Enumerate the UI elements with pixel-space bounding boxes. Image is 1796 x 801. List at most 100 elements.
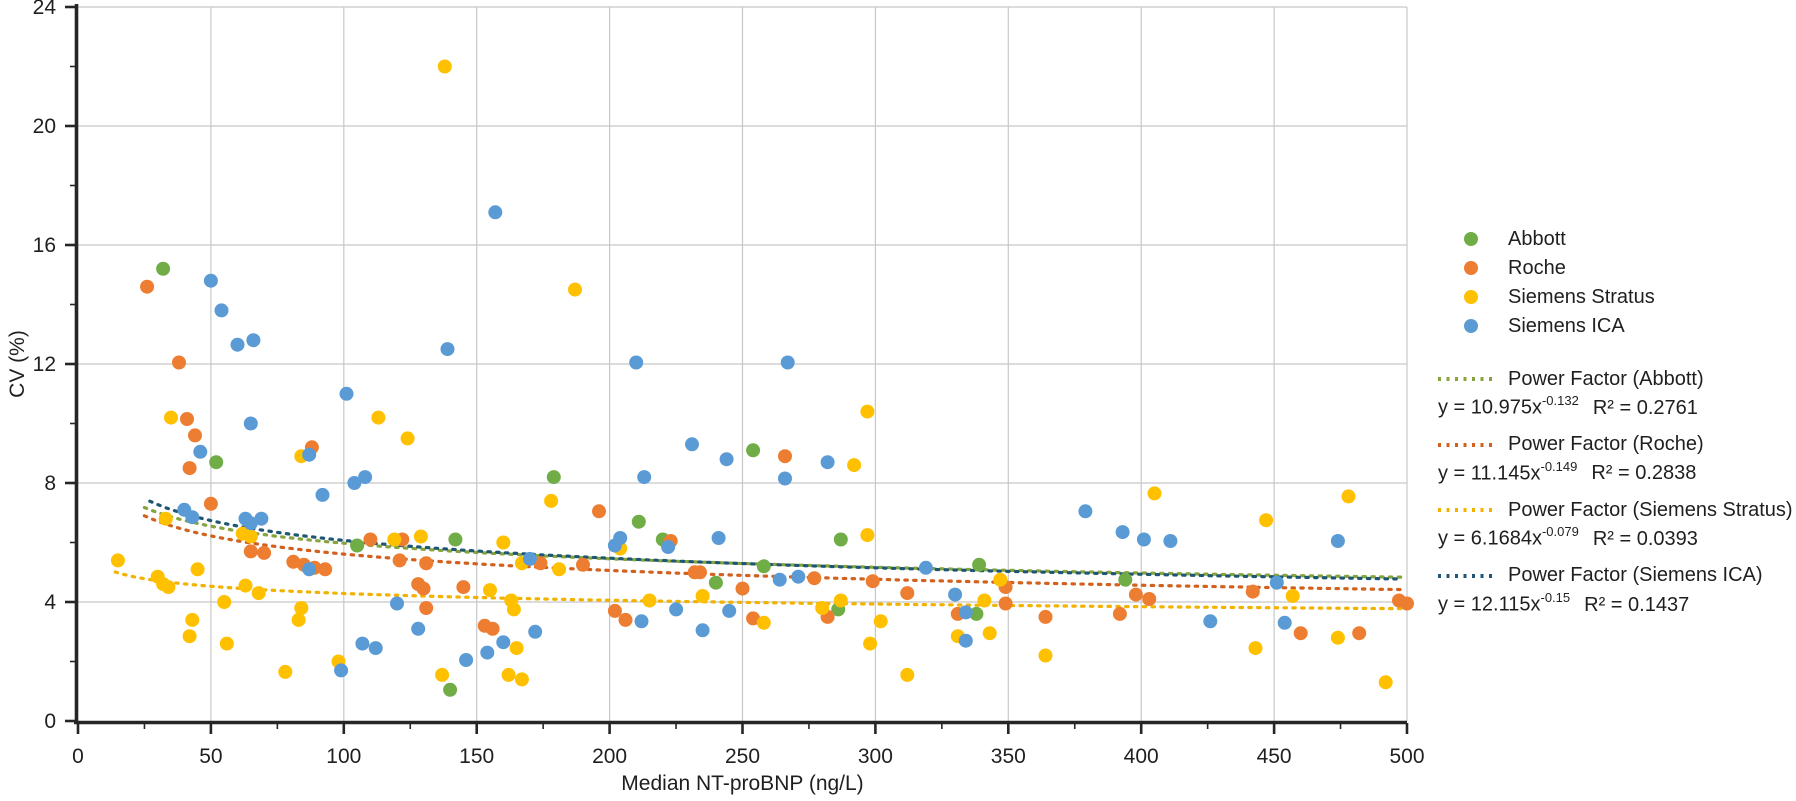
data-point-siemens-stratus (982, 626, 997, 641)
data-point-siemens-ica (243, 416, 258, 431)
data-point-siemens-ica (488, 205, 503, 220)
data-point-siemens-ica (355, 636, 370, 651)
data-point-siemens-ica (496, 635, 511, 650)
data-point-roche (607, 603, 622, 618)
data-point-siemens-ica (185, 510, 200, 525)
siemens-stratus-trendline-icon (1438, 508, 1496, 513)
roche-trendline-icon (1438, 442, 1496, 447)
data-point-roche (1293, 626, 1308, 641)
data-point-siemens-stratus (514, 672, 529, 687)
data-point-siemens-stratus (435, 667, 450, 682)
roche-marker-icon (1464, 261, 1478, 275)
data-point-roche (485, 621, 500, 636)
data-point-abbott (448, 532, 463, 547)
data-point-siemens-ica (390, 596, 404, 611)
chart-text: 12 (33, 353, 56, 376)
legend-label: Roche (1508, 256, 1566, 279)
data-point-siemens-ica (791, 569, 806, 584)
data-point-siemens-ica (958, 605, 973, 620)
data-point-roche (1142, 592, 1157, 606)
data-point-siemens-ica (918, 560, 933, 575)
data-point-siemens-stratus (1330, 630, 1345, 645)
data-point-abbott (833, 532, 848, 547)
data-point-roche (576, 557, 590, 572)
data-point-abbott (756, 559, 771, 574)
data-point-siemens-ica (246, 333, 261, 348)
legend-series-list: Abbott Roche Siemens Stratus Siemens ICA (1438, 228, 1794, 337)
data-point-siemens-stratus (900, 667, 915, 682)
data-point-roche (778, 449, 792, 464)
data-point-abbott (631, 514, 646, 529)
data-point-siemens-stratus (278, 664, 293, 679)
legend-trendline-list: Power Factor (Abbott) y = 10.975x-0.132 R… (1438, 367, 1794, 617)
data-point-siemens-stratus (164, 410, 178, 425)
data-point-siemens-stratus (496, 535, 511, 550)
data-point-siemens-ica (958, 633, 973, 648)
data-point-siemens-stratus (294, 601, 309, 615)
data-point-siemens-ica (480, 645, 495, 660)
data-point-roche (807, 571, 822, 586)
data-point-siemens-ica (411, 621, 426, 636)
data-point-roche (363, 532, 378, 547)
data-point-abbott (209, 455, 224, 470)
data-point-roche (182, 461, 197, 476)
siemens-ica-trendline-icon (1438, 573, 1496, 578)
data-point-roche (286, 554, 301, 569)
data-point-siemens-ica (695, 623, 710, 638)
data-point-siemens-ica (1330, 534, 1345, 548)
data-point-siemens-ica (302, 562, 317, 577)
data-point-roche (1245, 584, 1260, 599)
legend-item-siemens-stratus: Siemens Stratus (1464, 286, 1794, 308)
data-point-abbott (972, 557, 987, 572)
trend-equation: y = 6.1684x-0.079 R² = 0.0393 (1438, 524, 1698, 550)
data-point-siemens-ica (522, 551, 537, 566)
trend-entry-abbott: Power Factor (Abbott) y = 10.975x-0.132 R… (1438, 367, 1794, 420)
data-point-siemens-stratus (219, 636, 234, 651)
chart-text: 250 (725, 745, 760, 768)
data-point-abbott (443, 682, 458, 697)
trendline (148, 499, 1404, 581)
legend-item-roche: Roche (1464, 257, 1794, 279)
data-point-abbott (156, 261, 171, 276)
data-point-siemens-ica (719, 452, 734, 467)
data-point-roche (1112, 606, 1127, 621)
data-point-roche (533, 556, 548, 571)
data-point-siemens-stratus (501, 667, 516, 682)
data-point-siemens-ica (347, 476, 362, 490)
chart-text: 0 (72, 745, 84, 768)
legend-item-siemens-ica: Siemens ICA (1464, 315, 1794, 337)
trend-label: Power Factor (Siemens Stratus) (1508, 498, 1793, 521)
data-point-siemens-stratus (1259, 513, 1274, 528)
data-point-siemens-ica (214, 303, 229, 318)
data-point-roche (746, 611, 761, 626)
data-point-siemens-ica (243, 516, 258, 531)
chart-text: 350 (991, 745, 1026, 768)
data-point-siemens-ica (613, 531, 628, 545)
data-point-siemens-ica (459, 653, 474, 667)
data-point-siemens-stratus (110, 553, 125, 568)
data-point-siemens-stratus (1285, 589, 1300, 603)
trend-label: Power Factor (Abbott) (1508, 367, 1704, 390)
data-point-siemens-stratus (371, 410, 386, 425)
chart-text: 24 (33, 0, 57, 19)
data-point-siemens-ica (820, 455, 835, 470)
data-point-siemens-ica (1078, 504, 1093, 519)
trend-entry-siemens-ica: Power Factor (Siemens ICA) y = 12.115x-0… (1438, 564, 1794, 617)
data-point-abbott (1118, 572, 1133, 587)
chart-text: 0 (44, 710, 56, 733)
siemens-ica-marker-icon (1464, 319, 1478, 333)
data-point-siemens-ica (780, 355, 795, 370)
data-point-siemens-stratus (243, 529, 258, 544)
data-point-siemens-ica (722, 603, 737, 618)
trendline (113, 570, 1409, 611)
data-point-siemens-ica (637, 470, 652, 485)
data-point-siemens-stratus (568, 282, 582, 297)
data-point-siemens-ica (440, 342, 455, 357)
legend-label: Siemens Stratus (1508, 285, 1655, 308)
data-point-roche (419, 556, 434, 571)
data-point-siemens-ica (254, 511, 269, 526)
data-point-siemens-stratus (158, 511, 173, 526)
chart-legend: Abbott Roche Siemens Stratus Siemens ICA… (1438, 228, 1794, 617)
data-point-siemens-stratus (1147, 486, 1162, 501)
data-point-siemens-ica (315, 487, 330, 502)
